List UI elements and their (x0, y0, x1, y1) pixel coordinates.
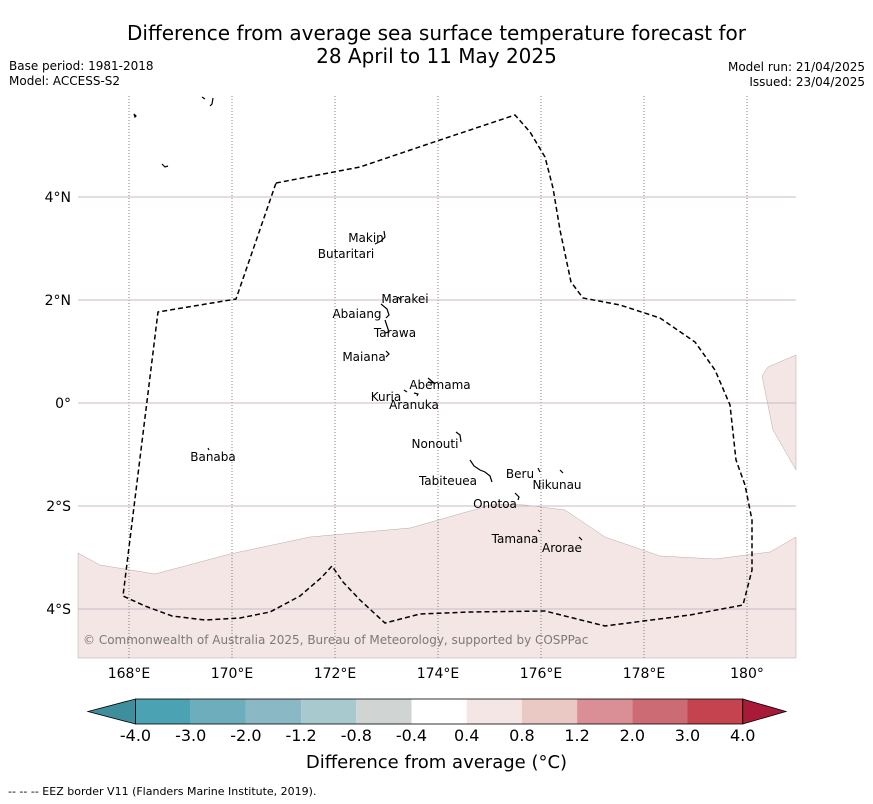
colorbar-segment (356, 699, 412, 724)
place-label: Abemama (409, 378, 470, 392)
colorbar-tick-label: 2.0 (620, 726, 645, 745)
axis-ticks: 168°E 170°E 172°E 174°E 176°E 178°E 180° 4°N 2°N… (45, 190, 764, 682)
island-shape (537, 467, 564, 474)
island-outlines (133, 96, 583, 541)
eez-border (122, 114, 753, 627)
colorbar-tick-label: -4.0 (120, 726, 151, 745)
title-line-2: 28 April to 11 May 2025 (316, 44, 557, 68)
place-label: Nonouti (412, 437, 459, 451)
model-run: Model run: 21/04/2025 (727, 60, 865, 74)
place-label: Kuria (371, 390, 402, 404)
colorbar-tick-label: 0.8 (509, 726, 534, 745)
title-line-1: Difference from average sea surface temp… (126, 21, 746, 45)
colorbar-tick-label: 1.2 (564, 726, 589, 745)
x-tick-label: 178°E (623, 666, 666, 682)
colorbar-segment (632, 699, 688, 724)
y-tick-label: 2°S (46, 499, 71, 515)
colorbar-segment (521, 699, 578, 724)
graticule (78, 96, 796, 658)
copyright-notice: © Commonwealth of Australia 2025, Bureau… (83, 633, 588, 647)
colorbar-extend-high (742, 698, 788, 725)
place-label: Tabiteuea (418, 474, 477, 488)
colorbar-tick-label: -0.8 (341, 726, 372, 745)
island-shape (384, 319, 390, 334)
y-tick-label: 2°N (45, 293, 71, 309)
island-shape (374, 230, 386, 245)
place-label: Nikunau (532, 478, 581, 492)
island-shape (201, 96, 214, 107)
colorbar-extend-low (86, 698, 136, 725)
colorbar-outline (135, 698, 744, 725)
colorbar-segment (190, 699, 246, 724)
anomaly-shading (77, 354, 797, 659)
island-shape (455, 431, 462, 443)
place-label: Aranuka (389, 398, 439, 412)
island-shape (161, 163, 169, 168)
place-label: Maiana (342, 350, 385, 364)
place-label: Beru (506, 467, 534, 481)
x-tick-label: 176°E (520, 666, 563, 682)
island-shape (133, 113, 137, 119)
y-tick-label: 0° (55, 396, 71, 412)
island-shape (385, 350, 390, 358)
colorbar-label: Difference from average (°C) (305, 752, 568, 773)
place-label: Abaiang (332, 307, 381, 321)
island-shape (427, 377, 437, 384)
place-label: Tarawa (373, 326, 416, 340)
colorbar-segment (135, 699, 191, 724)
place-label: Banaba (190, 450, 236, 464)
y-tick-label: 4°S (46, 602, 71, 618)
x-tick-label: 168°E (108, 666, 151, 682)
island-shape (397, 296, 402, 301)
warm-anomaly-east (761, 354, 797, 471)
colorbar-tick-label: -2.0 (230, 726, 261, 745)
x-tick-label: 170°E (211, 666, 254, 682)
colorbar-segment (411, 699, 467, 724)
eez-footnote: -- -- -- EEZ border V11 (Flanders Marine… (8, 785, 317, 798)
colorbar-segment (301, 699, 357, 724)
island-shape (403, 389, 419, 397)
colorbar-tick-label: 4.0 (730, 726, 755, 745)
colorbar-segment (577, 699, 633, 724)
place-label: Arorae (542, 541, 582, 555)
meta-left: Base period: 1981-2018 Model: ACCESS-S2 (9, 59, 154, 89)
y-tick-label: 4°N (45, 190, 71, 206)
meta-right: Model run: 21/04/2025 Issued: 23/04/2025 (728, 60, 865, 90)
colorbar-segment (687, 699, 743, 724)
issued-date: Issued: 23/04/2025 (749, 75, 865, 89)
colorbar-tick-label: -0.4 (396, 726, 427, 745)
island-shape (537, 529, 583, 541)
warm-anomaly-south (77, 503, 797, 659)
island-shape (380, 303, 390, 319)
x-tick-label: 174°E (417, 666, 460, 682)
x-tick-label: 180° (730, 666, 764, 682)
colorbar-tick-label: 3.0 (675, 726, 700, 745)
place-label: Tamana (491, 532, 539, 546)
base-period: Base period: 1981-2018 (9, 59, 154, 73)
place-label: Makin (348, 231, 384, 245)
x-tick-label: 172°E (314, 666, 357, 682)
colorbar-tick-label: 0.4 (454, 726, 479, 745)
island-shape (514, 492, 520, 501)
place-label: Onotoa (473, 497, 517, 511)
colorbar-segment (466, 699, 522, 724)
colorbar-segment (245, 699, 302, 724)
island-shape (469, 459, 493, 483)
place-label: Butaritari (318, 247, 375, 261)
place-label: Marakei (381, 292, 428, 306)
model-name: Model: ACCESS-S2 (9, 74, 121, 88)
island-shape (207, 447, 210, 451)
colorbar: -4.0 -3.0 -2.0 -1.2 -0.8 -0.4 0.4 0.8 1.2 2.0 3.0 4… (86, 698, 788, 745)
colorbar-tick-label: -3.0 (175, 726, 206, 745)
map-title: Difference from average sea surface temp… (0, 22, 873, 68)
colorbar-tick-label: -1.2 (285, 726, 316, 745)
